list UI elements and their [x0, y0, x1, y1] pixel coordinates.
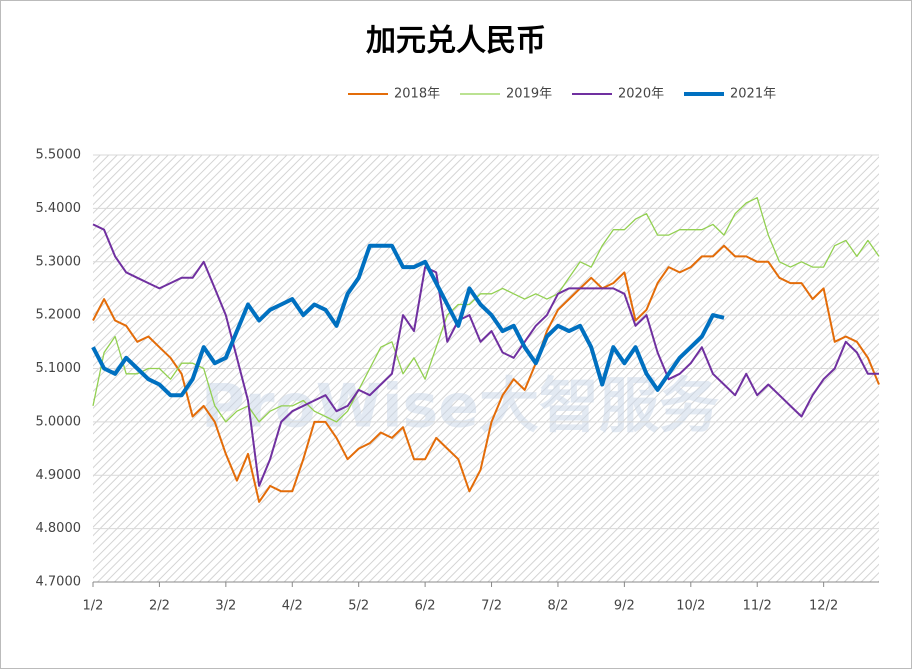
y-tick-label: 5.4000 [36, 201, 82, 216]
series-line [91, 243, 725, 398]
chart-title: 加元兑人民币 [366, 24, 546, 59]
x-tick-label: 8/2 [547, 599, 568, 614]
x-tick-label: 2/2 [149, 599, 170, 614]
x-tick-label: 1/2 [83, 599, 104, 614]
x-tick-label: 11/2 [743, 599, 772, 614]
x-tick-label: 5/2 [348, 599, 369, 614]
x-tick-label: 4/2 [282, 599, 303, 614]
y-tick-label: 5.1000 [36, 361, 82, 376]
series-line [92, 197, 880, 423]
watermark: ProWise大智服务 [201, 372, 719, 442]
y-tick-label: 4.8000 [36, 521, 82, 536]
x-tick-label: 9/2 [614, 599, 635, 614]
series-line [92, 223, 879, 487]
x-tick-label: 7/2 [481, 599, 502, 614]
x-tick-label: 3/2 [215, 599, 236, 614]
y-tick-label: 4.7000 [36, 575, 82, 590]
legend-label: 2019年 [506, 87, 552, 102]
y-tick-label: 5.5000 [36, 148, 82, 163]
legend-label: 2018年 [394, 87, 440, 102]
y-tick-label: 5.3000 [36, 254, 82, 269]
legend-label: 2020年 [618, 87, 664, 102]
legend-label: 2021年 [730, 87, 776, 102]
x-tick-label: 12/2 [809, 599, 838, 614]
x-tick-label: 10/2 [676, 599, 705, 614]
series-line [92, 244, 880, 503]
y-tick-label: 5.2000 [36, 308, 82, 323]
y-tick-label: 5.0000 [36, 414, 82, 429]
y-tick-label: 4.9000 [36, 468, 82, 483]
x-tick-label: 6/2 [415, 599, 436, 614]
